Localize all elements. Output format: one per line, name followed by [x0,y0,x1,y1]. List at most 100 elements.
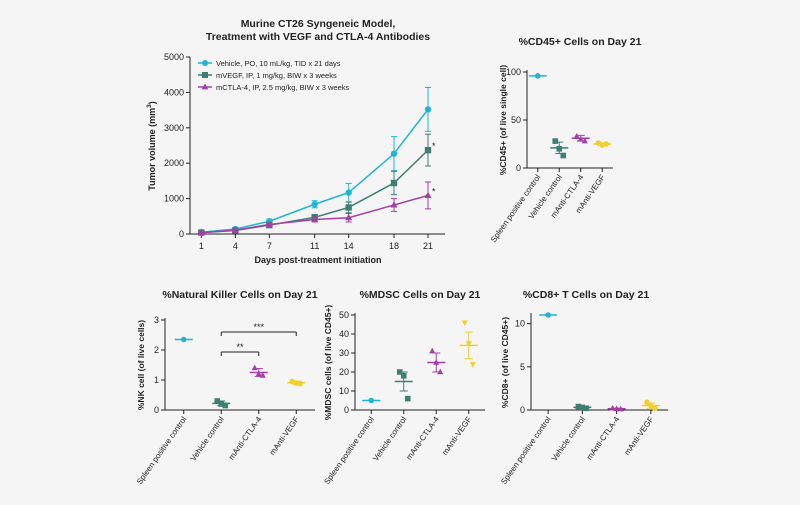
x-tick-label: 14 [344,241,354,251]
data-point [644,399,650,406]
data-point [613,405,620,411]
tumor-volume-chart: Murine CT26 Syngeneic Model,Treatment wi… [146,18,445,265]
y-tick-label: 0 [520,405,525,415]
data-point [345,213,353,221]
group-0 [539,312,558,318]
y-tick-label: 4000 [164,87,184,97]
significance-label: ** [236,342,244,352]
legend-marker [202,60,208,66]
data-point [433,359,440,365]
data-point [265,220,273,228]
data-point [218,401,225,407]
y-tick-label: 50 [511,115,521,125]
x-axis-label: Days post-treatment initiation [254,255,381,265]
data-point [390,179,398,187]
legend: Vehicle, PO, 10 mL/kg, TID x 21 days mVEG… [198,59,349,92]
data-point [581,137,588,144]
series-2 [197,181,432,236]
data-point [603,141,610,147]
chart-title: %MDSC Cells on Day 21 [360,289,481,301]
chart-title: %CD8+ T Cells on Day 21 [523,289,649,301]
data-point [652,405,658,412]
group-1 [573,403,592,412]
significance-bracket: *** [220,322,297,336]
y-tick-label: 5 [520,362,525,372]
data-point [429,347,436,354]
y-tick-label: 50 [339,310,349,320]
chart-subtitle: Treatment with VEGF and CTLA-4 Antibodie… [206,31,430,43]
data-point [648,402,654,409]
data-point [465,341,472,347]
data-point [552,138,559,144]
data-point [573,132,580,139]
y-tick-label: 3000 [164,123,184,133]
group-2 [571,132,590,144]
data-point [609,404,616,411]
data-point [461,320,468,326]
data-point [368,397,375,404]
y-tick-label: 3 [154,315,159,325]
data-point [390,201,398,208]
y-axis-label: %NK cell (of live cells) [136,320,146,410]
y-tick-label: 20 [339,367,349,377]
y-tick-label: 40 [339,329,349,339]
chart-title: %Natural Killer Cells on Day 21 [162,289,317,301]
data-point [545,312,551,318]
data-point [251,364,258,371]
data-point [255,370,262,377]
y-tick-label: 2 [154,345,159,355]
data-point [311,215,319,223]
group-2 [249,364,268,378]
data-point [560,152,567,159]
data-point [424,146,432,154]
y-tick-label: 0 [516,163,521,173]
y-tick-label: 0 [154,405,159,415]
group-1 [212,398,231,409]
y-tick-label: 5000 [164,52,184,62]
y-tick-label: 10 [339,386,349,396]
group-0 [174,336,193,343]
x-tick-label: 4 [233,241,238,251]
group-3 [593,140,612,148]
data-point [556,146,563,152]
group-2 [427,347,446,375]
y-tick-label: 10 [515,319,525,329]
data-point [311,201,318,208]
data-point [297,380,304,387]
y-tick-label: 0 [344,405,349,415]
data-point [180,336,187,343]
x-tick-label: 7 [267,241,272,251]
y-axis-label-sup: 3 [146,104,153,108]
data-point [390,150,398,157]
data-point [617,405,624,412]
group-3 [641,399,660,412]
group-1 [550,138,569,159]
data-point [214,398,221,404]
data-point [259,372,266,378]
data-point [424,106,432,113]
legend-label: mCTLA-4, IP, 2.5 mg/kg, BIW x 3 weeks [216,83,349,92]
y-axis-label-end: ) [147,101,157,104]
y-tick-label: 0 [179,229,184,239]
y-tick-label: 100 [506,67,521,77]
group-1 [394,369,413,402]
group-0 [528,73,547,79]
data-point [579,404,586,411]
data-point [583,405,590,412]
data-point [469,362,476,368]
legend-marker [202,72,208,78]
y-axis-label-main: Tumor volume (mm [147,108,157,191]
y-axis-label: %CD8+ (of live CD45+) [500,317,510,408]
data-point [396,369,403,375]
data-point [534,73,541,79]
x-tick-label: 18 [389,241,399,251]
legend-label: Vehicle, PO, 10 mL/kg, TID x 21 days [216,59,341,68]
chart-title: %CD45+ Cells on Day 21 [519,36,642,48]
chart-title: Murine CT26 Syngeneic Model, [241,18,396,30]
group-2 [607,404,626,412]
y-tick-label: 30 [339,348,349,358]
data-point [345,189,352,196]
data-point [575,403,582,410]
